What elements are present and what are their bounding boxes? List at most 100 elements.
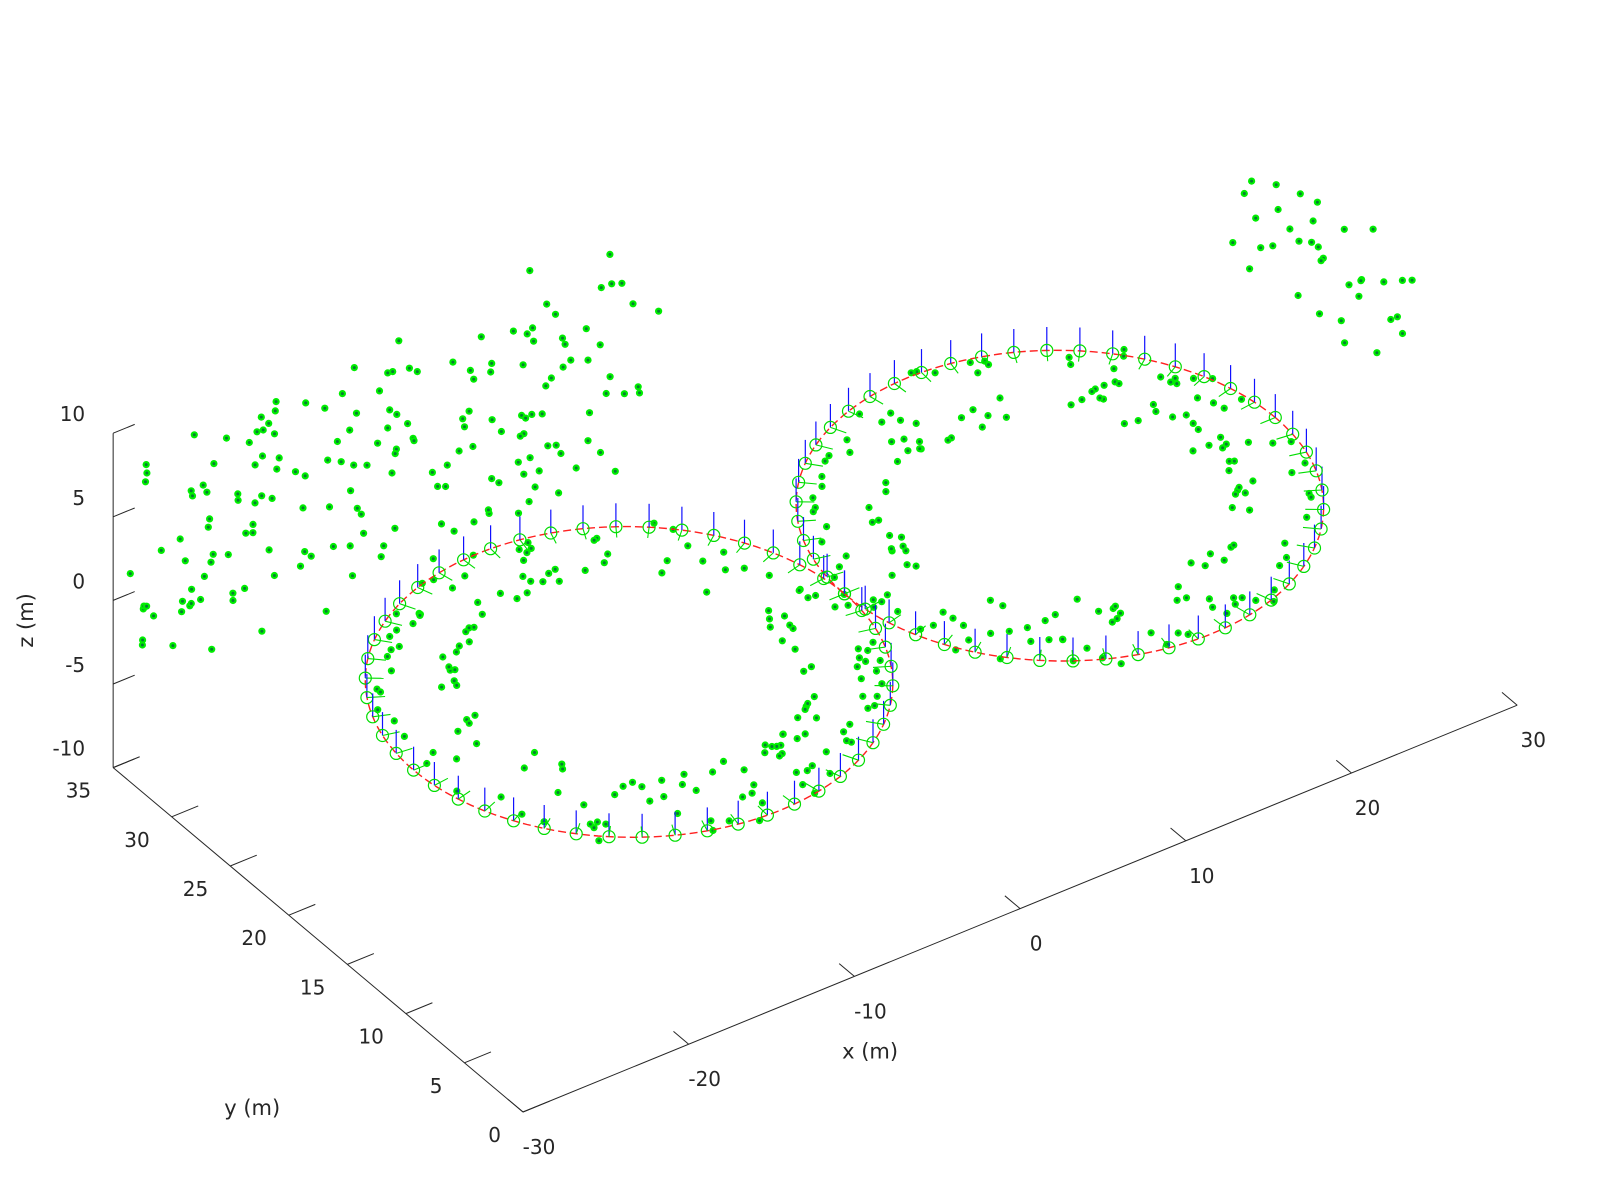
landmark-point [1169,413,1177,421]
camera-pose [1256,576,1278,607]
camera-pose [944,340,959,374]
landmark-point [1149,400,1157,409]
landmark-point [555,577,563,585]
landmark-point [543,300,551,308]
landmark-point [602,389,610,398]
camera-pose [1138,335,1152,370]
landmark-point [391,450,399,458]
landmark-point [899,542,907,550]
landmark-point [321,404,329,412]
landmark-point [188,585,196,593]
camera-pose [478,787,496,818]
camera-poses [358,327,1331,844]
landmark-point [794,714,802,722]
landmark-point [929,621,938,629]
landmark-point [1337,317,1345,325]
landmark-point [1193,394,1202,402]
y-tick-label: 35 [66,779,91,803]
landmark-point [387,646,395,654]
landmark-point [1230,594,1238,602]
landmark-point [526,454,534,462]
y-tick-label: 30 [124,828,149,852]
landmark-point [516,432,524,440]
landmark-point [1194,425,1202,434]
landmark-point [484,506,492,514]
landmark-point [520,556,528,565]
landmark-point [555,489,563,497]
landmark-point [823,523,831,531]
camera-pose [1106,330,1120,365]
z-tick [112,674,135,685]
landmark-point [765,615,774,623]
landmark-point [1189,374,1198,382]
landmark-point [818,538,826,546]
landmark-point [453,681,461,690]
landmark-point [1184,630,1192,639]
landmark-point [353,504,361,512]
landmark-point [393,626,401,634]
y-tick [464,1051,492,1064]
z-tick-label: -10 [52,737,85,761]
camera-pose [366,693,391,724]
landmark-point [270,571,278,580]
landmark-point [674,809,682,818]
landmark-point [987,629,995,638]
camera-pose [820,553,844,584]
landmark-point [692,786,700,795]
landmark-point [1173,596,1181,604]
landmark-point [497,793,505,801]
camera-pose [762,529,780,563]
landmark-point [535,467,543,475]
camera-pose [569,810,583,841]
z-tick-label: 10 [60,402,85,426]
landmark-point [1301,459,1309,467]
landmark-point [178,597,187,605]
landmark-point [619,782,627,790]
landmark-point [582,325,590,333]
landmark-point [258,627,266,635]
landmark-point [1134,417,1142,425]
landmark-point [488,359,496,367]
landmark-point [944,436,952,444]
landmark-point [584,356,592,364]
landmark-point [465,719,473,727]
landmark-point [872,667,881,675]
y-axis-label: y (m) [224,1096,280,1120]
landmark-point [1100,381,1108,389]
landmark-point [178,608,186,616]
camera-pose [1286,543,1311,574]
landmark-point [454,727,462,735]
landmark-point [429,748,437,757]
landmark-point [525,498,533,506]
camera-pose [1007,329,1021,364]
camera-pose [1289,428,1314,459]
landmark-point [439,653,447,661]
landmark-point [291,468,300,476]
x-tick [507,1098,524,1113]
landmark-point [846,448,854,456]
landmark-point [758,799,767,807]
landmark-point [608,280,616,288]
landmark-point [470,375,478,383]
landmark-point [780,612,789,620]
landmark-point [1249,477,1257,485]
landmark-point [1340,225,1348,233]
landmark-point [1393,313,1401,321]
landmark-point [523,330,531,338]
landmark-point [526,267,534,275]
landmark-point [509,327,517,335]
landmark-point [853,663,861,671]
landmark-point [1083,644,1091,652]
camera-pose [576,505,590,540]
landmark-point [1315,310,1324,318]
landmark-point [329,542,337,551]
landmark-point [301,548,309,556]
landmark-point [299,504,307,512]
landmark-point [903,561,911,569]
landmark-point [307,552,315,560]
landmark-point [302,399,310,407]
camera-pose [837,570,860,601]
landmark-point [251,461,259,469]
landmark-point [400,732,408,741]
landmark-point [597,284,605,292]
